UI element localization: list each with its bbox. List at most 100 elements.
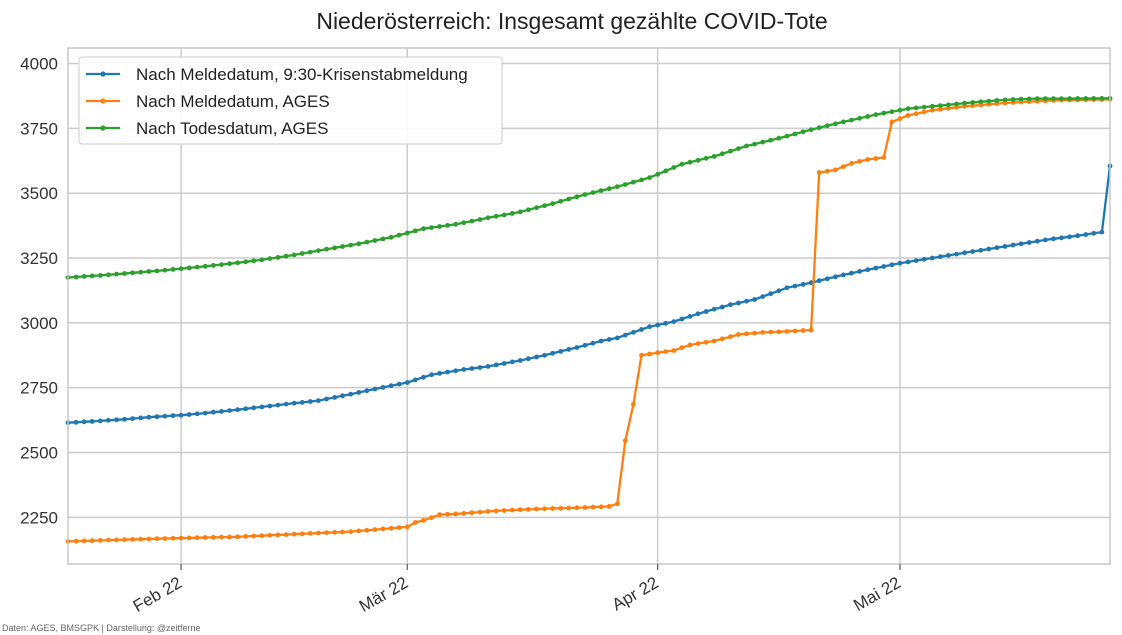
data-point	[865, 157, 871, 162]
data-point	[614, 184, 620, 190]
data-point	[800, 328, 806, 333]
data-point	[340, 529, 345, 535]
data-point	[89, 538, 95, 544]
data-point	[332, 395, 337, 400]
data-point	[719, 304, 725, 310]
data-point	[978, 99, 984, 105]
data-point	[267, 532, 273, 538]
data-point	[251, 258, 257, 264]
data-point	[364, 527, 370, 533]
data-point	[178, 266, 184, 272]
data-point	[574, 505, 580, 511]
data-point	[493, 508, 499, 514]
data-point	[558, 505, 564, 511]
data-point	[776, 135, 782, 141]
data-point	[558, 198, 564, 204]
data-point	[130, 537, 136, 542]
data-point	[728, 302, 733, 308]
data-point	[461, 511, 467, 516]
data-point	[429, 225, 434, 231]
data-point	[178, 535, 184, 541]
data-point	[469, 366, 475, 371]
data-point	[752, 297, 757, 302]
data-point	[590, 504, 596, 510]
data-point	[251, 405, 257, 411]
data-point	[938, 254, 943, 260]
data-point	[202, 263, 208, 269]
data-point	[1018, 96, 1024, 102]
data-point	[833, 274, 838, 280]
y-tick-label: 3500	[20, 184, 58, 203]
data-point	[211, 263, 216, 268]
data-point	[170, 267, 176, 272]
data-point	[138, 269, 144, 275]
data-point	[534, 205, 539, 211]
data-point	[687, 314, 693, 319]
data-point	[606, 504, 612, 509]
data-point	[291, 531, 297, 537]
data-point	[784, 329, 790, 334]
data-point	[768, 137, 774, 143]
data-point	[1099, 229, 1105, 235]
data-point	[81, 274, 87, 279]
series-1	[65, 163, 1113, 426]
data-point	[671, 319, 677, 324]
data-point	[542, 352, 547, 358]
data-point	[679, 316, 685, 322]
data-point	[106, 417, 111, 423]
data-point	[122, 416, 127, 422]
data-point	[283, 401, 289, 407]
data-point	[477, 509, 483, 515]
data-point	[929, 103, 935, 109]
data-point	[97, 418, 103, 424]
data-point	[711, 306, 717, 312]
data-point	[550, 350, 556, 356]
data-point	[841, 272, 846, 278]
series-3	[65, 95, 1113, 280]
data-point	[89, 419, 95, 424]
data-point	[582, 342, 588, 348]
data-point	[841, 164, 846, 170]
data-point	[73, 419, 79, 425]
legend-marker	[100, 71, 106, 77]
y-tick-label: 3000	[20, 314, 58, 333]
data-point	[138, 415, 144, 421]
data-point	[849, 117, 854, 123]
data-point	[316, 530, 321, 536]
credit-text: Daten: AGES, BMSGPK | Darstellung: @zeit…	[2, 623, 201, 633]
data-point	[332, 529, 337, 535]
data-point	[921, 109, 927, 115]
data-point	[873, 156, 879, 161]
data-point	[647, 175, 652, 181]
data-point	[235, 534, 241, 540]
data-point	[962, 250, 967, 256]
data-point	[1083, 232, 1089, 237]
data-point	[695, 341, 701, 346]
data-point	[461, 367, 467, 372]
data-point	[469, 510, 475, 516]
data-point	[283, 253, 289, 259]
data-point	[631, 402, 636, 407]
data-point	[445, 223, 450, 228]
data-point	[154, 268, 160, 274]
data-point	[566, 196, 572, 202]
data-point	[509, 211, 515, 216]
data-point	[453, 221, 459, 227]
legend-label: Nach Meldedatum, AGES	[136, 92, 330, 111]
data-point	[889, 262, 895, 268]
data-point	[1059, 96, 1064, 101]
data-point	[671, 348, 677, 353]
data-point	[566, 505, 572, 511]
data-point	[663, 320, 669, 326]
data-point	[550, 506, 556, 511]
data-point	[1026, 96, 1032, 102]
data-point	[267, 256, 273, 261]
data-point	[873, 112, 879, 117]
series-2	[65, 96, 1113, 544]
data-point	[194, 411, 200, 417]
data-point	[154, 536, 160, 542]
data-point	[227, 534, 233, 540]
data-point	[938, 103, 943, 108]
data-point	[1034, 96, 1040, 101]
data-point	[340, 393, 345, 399]
